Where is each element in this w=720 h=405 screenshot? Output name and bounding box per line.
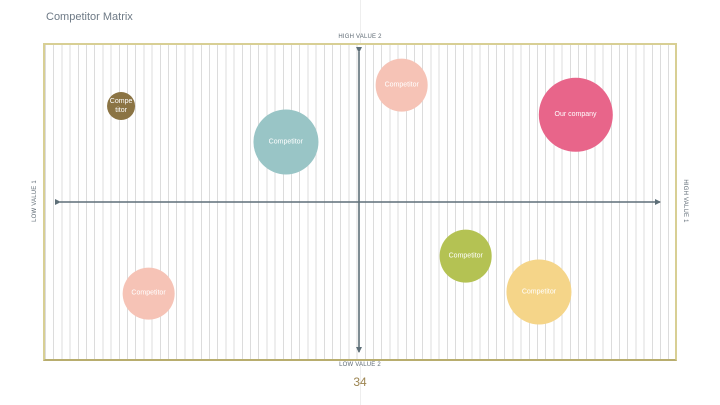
competitor-bubble: Competitor [122,267,175,320]
axis-label-left: LOW VALUE 1 [32,180,38,222]
competitor-bubble: Our company [538,77,613,153]
competitor-bubble: Compe titor [107,92,136,120]
competitor-bubble: Competitor [506,259,572,325]
slide-title: Competitor Matrix [46,11,133,23]
axis-label-top: HIGH VALUE 2 [338,34,382,40]
competitor-bubble: Competitor [439,229,493,283]
axis-label-bottom: LOW VALUE 2 [339,362,381,368]
competitor-bubble: Competitor [253,109,319,175]
axis-label-right: HIGH VALUE 1 [682,179,688,223]
competitor-bubble: Competitor [375,58,429,112]
page-number: 34 [353,375,367,389]
